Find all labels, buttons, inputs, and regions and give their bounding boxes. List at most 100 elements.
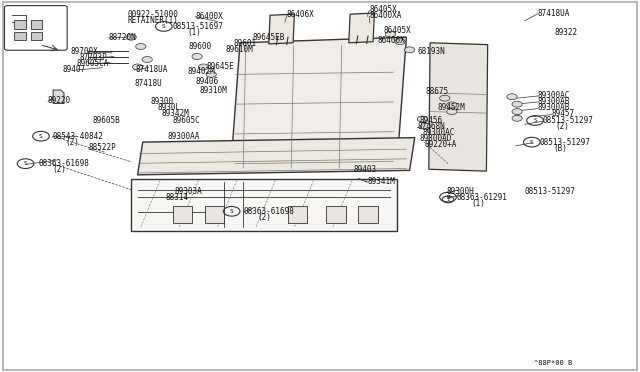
Polygon shape: [349, 13, 374, 43]
Circle shape: [420, 124, 431, 129]
Text: 86406X: 86406X: [287, 10, 314, 19]
Text: 89300AC: 89300AC: [422, 128, 455, 137]
Text: 87468N: 87468N: [417, 122, 445, 131]
Text: (B): (B): [553, 144, 567, 153]
Text: 89300AD: 89300AD: [420, 134, 452, 143]
Text: 88720N: 88720N: [109, 33, 136, 42]
Circle shape: [447, 109, 457, 115]
Polygon shape: [53, 90, 64, 103]
Text: 1: 1: [446, 197, 450, 202]
Text: 89310M: 89310M: [200, 86, 227, 95]
Text: 86405X: 86405X: [369, 5, 397, 14]
Circle shape: [198, 64, 209, 70]
Text: 89645EB: 89645EB: [253, 33, 285, 42]
Text: 88522P: 88522P: [88, 143, 116, 152]
Text: 08513-51297: 08513-51297: [525, 187, 575, 196]
Circle shape: [440, 95, 450, 101]
Text: 89456: 89456: [420, 116, 443, 125]
Text: 08363-61698: 08363-61698: [38, 159, 89, 168]
Text: 89300AB: 89300AB: [538, 103, 570, 112]
Text: 89605C: 89605C: [173, 116, 200, 125]
Text: 89341M: 89341M: [367, 177, 395, 186]
Text: 89220+A: 89220+A: [424, 140, 457, 149]
Circle shape: [385, 31, 396, 37]
Text: (1): (1): [188, 28, 202, 37]
FancyBboxPatch shape: [358, 206, 378, 223]
Circle shape: [136, 44, 146, 49]
Text: 08543-40842: 08543-40842: [52, 132, 103, 141]
Circle shape: [206, 71, 216, 77]
FancyBboxPatch shape: [205, 206, 224, 223]
Polygon shape: [429, 43, 488, 171]
Text: 89300AA: 89300AA: [168, 132, 200, 141]
Text: (2): (2): [257, 213, 271, 222]
Text: 87418UA: 87418UA: [538, 9, 570, 18]
Text: 89407: 89407: [62, 65, 85, 74]
FancyBboxPatch shape: [288, 206, 307, 223]
Polygon shape: [269, 14, 294, 44]
Circle shape: [512, 115, 522, 121]
Circle shape: [512, 101, 522, 107]
Text: 88675: 88675: [426, 87, 449, 96]
Circle shape: [447, 102, 457, 108]
FancyBboxPatch shape: [14, 32, 26, 40]
Text: 89220: 89220: [48, 96, 71, 105]
Text: 89300: 89300: [150, 97, 173, 106]
Polygon shape: [230, 37, 406, 173]
FancyBboxPatch shape: [131, 179, 397, 231]
Text: 89605B: 89605B: [93, 116, 120, 125]
Text: 8930L: 8930L: [157, 103, 180, 112]
Text: 00922-51000: 00922-51000: [128, 10, 179, 19]
Text: 89342M: 89342M: [162, 109, 189, 118]
Text: RETAINER(1): RETAINER(1): [128, 16, 179, 25]
Text: 87418U: 87418U: [134, 79, 162, 88]
Text: 89700X: 89700X: [70, 47, 98, 56]
Text: 89406: 89406: [195, 77, 218, 86]
Text: 89600: 89600: [189, 42, 212, 51]
Text: 89300AC: 89300AC: [538, 91, 570, 100]
Text: (1): (1): [471, 199, 485, 208]
Text: 89601: 89601: [234, 39, 257, 48]
FancyBboxPatch shape: [4, 6, 67, 50]
Text: 88314: 88314: [165, 193, 188, 202]
Polygon shape: [138, 138, 415, 175]
Circle shape: [126, 34, 136, 40]
Text: 87418UA: 87418UA: [136, 65, 168, 74]
Circle shape: [142, 57, 152, 62]
Text: 89303A: 89303A: [174, 187, 202, 196]
Text: ^88P*00 B: ^88P*00 B: [534, 360, 573, 366]
FancyBboxPatch shape: [14, 20, 26, 29]
Text: 89457: 89457: [552, 109, 575, 118]
Text: 86406X: 86406X: [378, 36, 405, 45]
Circle shape: [395, 39, 405, 45]
Text: 89403: 89403: [353, 165, 376, 174]
Text: 08513-51697: 08513-51697: [173, 22, 223, 31]
Text: 87703P: 87703P: [80, 53, 108, 62]
Circle shape: [192, 54, 202, 60]
Text: 89402M: 89402M: [188, 67, 215, 76]
Text: 89605CA: 89605CA: [77, 59, 109, 68]
FancyBboxPatch shape: [31, 20, 42, 29]
Text: 89322: 89322: [554, 28, 577, 37]
Circle shape: [404, 47, 415, 53]
Text: (2): (2): [556, 122, 570, 131]
Text: S: S: [533, 118, 537, 123]
Circle shape: [132, 64, 143, 70]
FancyBboxPatch shape: [173, 206, 192, 223]
Text: B: B: [446, 195, 450, 200]
FancyBboxPatch shape: [31, 32, 42, 40]
Circle shape: [507, 94, 517, 100]
Text: S: S: [230, 209, 234, 214]
Text: (2): (2): [52, 165, 67, 174]
Text: 08513-51297: 08513-51297: [540, 138, 590, 147]
Text: 89300AB: 89300AB: [538, 97, 570, 106]
Text: 89610M: 89610M: [226, 45, 253, 54]
Text: S: S: [530, 140, 534, 145]
Text: S: S: [162, 24, 166, 29]
Text: 68193N: 68193N: [417, 47, 445, 56]
Text: (2): (2): [65, 138, 79, 147]
Text: 86400XA: 86400XA: [369, 11, 402, 20]
FancyBboxPatch shape: [326, 206, 346, 223]
Text: 86405X: 86405X: [384, 26, 412, 35]
Text: 08363-61291: 08363-61291: [457, 193, 508, 202]
